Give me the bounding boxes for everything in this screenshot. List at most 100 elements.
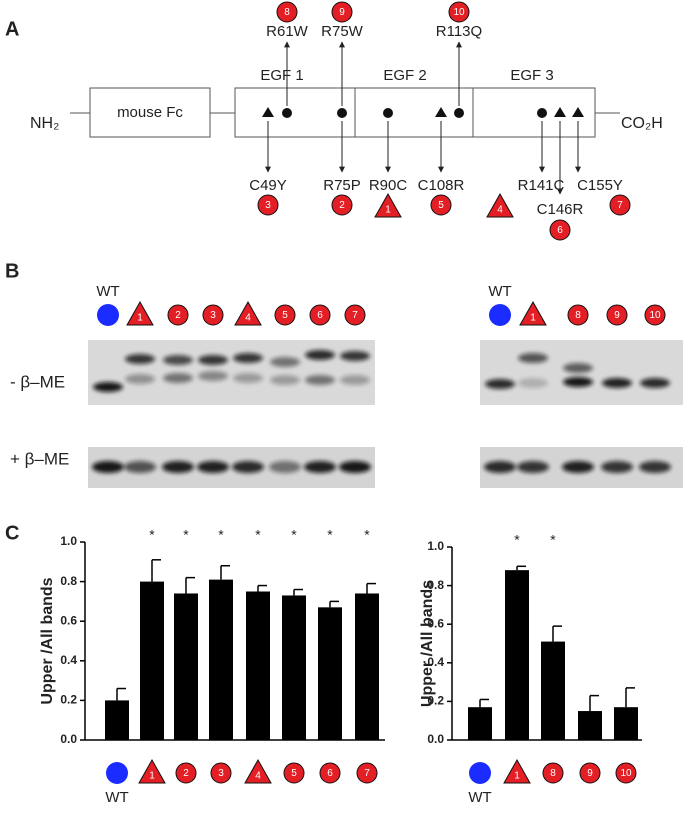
band [125,374,155,384]
badge-circle [549,219,571,241]
panel-label: A [5,18,19,40]
y-tick-label: 0.6 [60,613,77,627]
y-tick-label: 0.4 [427,655,444,669]
band [640,378,670,388]
fc-label: mouse Fc [117,104,183,121]
bar [318,607,342,740]
wt-marker [489,304,511,326]
mutation-label: R141C [518,177,565,194]
band [304,461,336,473]
bar [468,707,492,740]
bar [282,595,306,740]
badge-number: 6 [557,225,563,236]
badge-number: 9 [614,310,620,321]
badge-number: 6 [317,310,323,321]
bar [614,707,638,740]
bar [105,700,129,740]
badge-circle [344,304,366,326]
badge-number: 10 [620,768,632,779]
band [518,353,548,363]
bar [140,581,164,740]
significance: * [149,527,155,543]
badge-number: 7 [617,200,623,211]
bar [355,593,379,740]
band [163,355,193,365]
band [563,377,593,387]
band [270,357,300,367]
badge-number: 1 [385,205,391,216]
domain-label: EGF 1 [260,67,303,84]
badge-circle [644,304,666,326]
mutation-label: C49Y [249,177,287,194]
badge-circle [319,762,341,784]
bar [541,641,565,740]
band [93,382,123,392]
badge-number: 9 [587,768,593,779]
panel-label: B [5,260,19,282]
badge-number: 8 [575,310,581,321]
band [124,461,156,473]
mutation-label: R113Q [436,23,482,40]
y-tick-label: 0.0 [427,732,444,746]
band [563,363,593,373]
residue-symbols [262,107,584,118]
badge-number: 5 [291,768,297,779]
mutation-label: C146R [537,201,584,218]
mutation-label: C155Y [577,177,623,194]
badge-triangle [234,300,262,326]
badge-number: 6 [327,768,333,779]
badge-number: 8 [284,7,290,18]
badge-number: 1 [530,313,536,324]
band [163,373,193,383]
badge-number: 8 [550,768,556,779]
band [517,461,549,473]
badge-triangle [244,758,272,784]
blot [88,340,375,405]
badge-number: 2 [183,768,189,779]
significance: * [514,532,520,548]
significance: * [183,527,189,543]
badge-triangle [486,192,514,218]
y-tick-label: 0.4 [60,653,77,667]
band [601,461,633,473]
significance: * [255,527,261,543]
band [518,378,548,388]
y-tick-label: 1.0 [427,539,444,553]
x-tick-label: WT [468,789,491,806]
badge-number: 5 [282,310,288,321]
domain-label: EGF 3 [510,67,553,84]
bar [174,593,198,740]
significance: * [218,527,224,543]
badge-number: 4 [497,205,503,216]
badge-circle [175,762,197,784]
band [92,461,124,473]
badge-circle [448,1,470,23]
band [269,461,301,473]
band [197,461,229,473]
badge-number: 4 [255,771,261,782]
badge-circle [331,1,353,23]
band [233,353,263,363]
badge-triangle [374,192,402,218]
egf-box [234,87,596,138]
badge-number: 9 [339,7,345,18]
y-tick-label: 0.2 [60,693,77,707]
y-tick-label: 1.0 [60,534,77,548]
badge-circle [167,304,189,326]
badge-circle [356,762,378,784]
badge-number: 7 [352,310,358,321]
badge-circle [210,762,232,784]
row-label: - β–ME [10,372,65,391]
band [340,375,370,385]
significance: * [291,527,297,543]
badge-circle [276,1,298,23]
panel-label: C [5,522,19,544]
wt-marker [97,304,119,326]
band [233,373,263,383]
wt-marker [106,762,128,784]
badge-number: 1 [137,313,143,324]
badge-triangle [503,758,531,784]
y-tick-label: 0.0 [60,732,77,746]
badge-number: 2 [175,310,181,321]
